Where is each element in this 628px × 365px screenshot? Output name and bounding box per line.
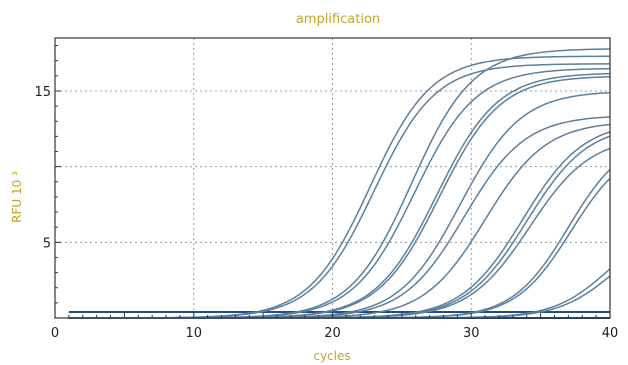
amplification-curve bbox=[68, 72, 611, 319]
x-tick-label: 20 bbox=[324, 326, 341, 341]
amplification-curve bbox=[68, 123, 611, 319]
y-axis-label: RFU 10 ³ bbox=[10, 171, 24, 223]
amplification-curve bbox=[68, 63, 611, 319]
grid bbox=[55, 38, 610, 318]
axis-ticks: 0 10 20 30 40 5 15 bbox=[34, 45, 619, 341]
amplification-curve bbox=[68, 147, 611, 319]
chart-title: amplification bbox=[296, 12, 380, 27]
amplification-curve bbox=[68, 91, 611, 319]
x-axis-label: cycles bbox=[313, 349, 350, 363]
x-tick-label: 0 bbox=[51, 326, 59, 341]
x-tick-label: 10 bbox=[185, 326, 202, 341]
y-tick-label: 15 bbox=[34, 85, 51, 100]
y-tick-label: 5 bbox=[43, 236, 51, 251]
x-tick-label: 40 bbox=[602, 326, 619, 341]
plot-area bbox=[68, 48, 611, 319]
amplification-curve bbox=[68, 268, 611, 319]
amplification-curve bbox=[68, 55, 611, 319]
amplification-curve bbox=[68, 48, 611, 319]
x-tick-label: 30 bbox=[463, 326, 480, 341]
amplification-curve bbox=[68, 67, 611, 319]
